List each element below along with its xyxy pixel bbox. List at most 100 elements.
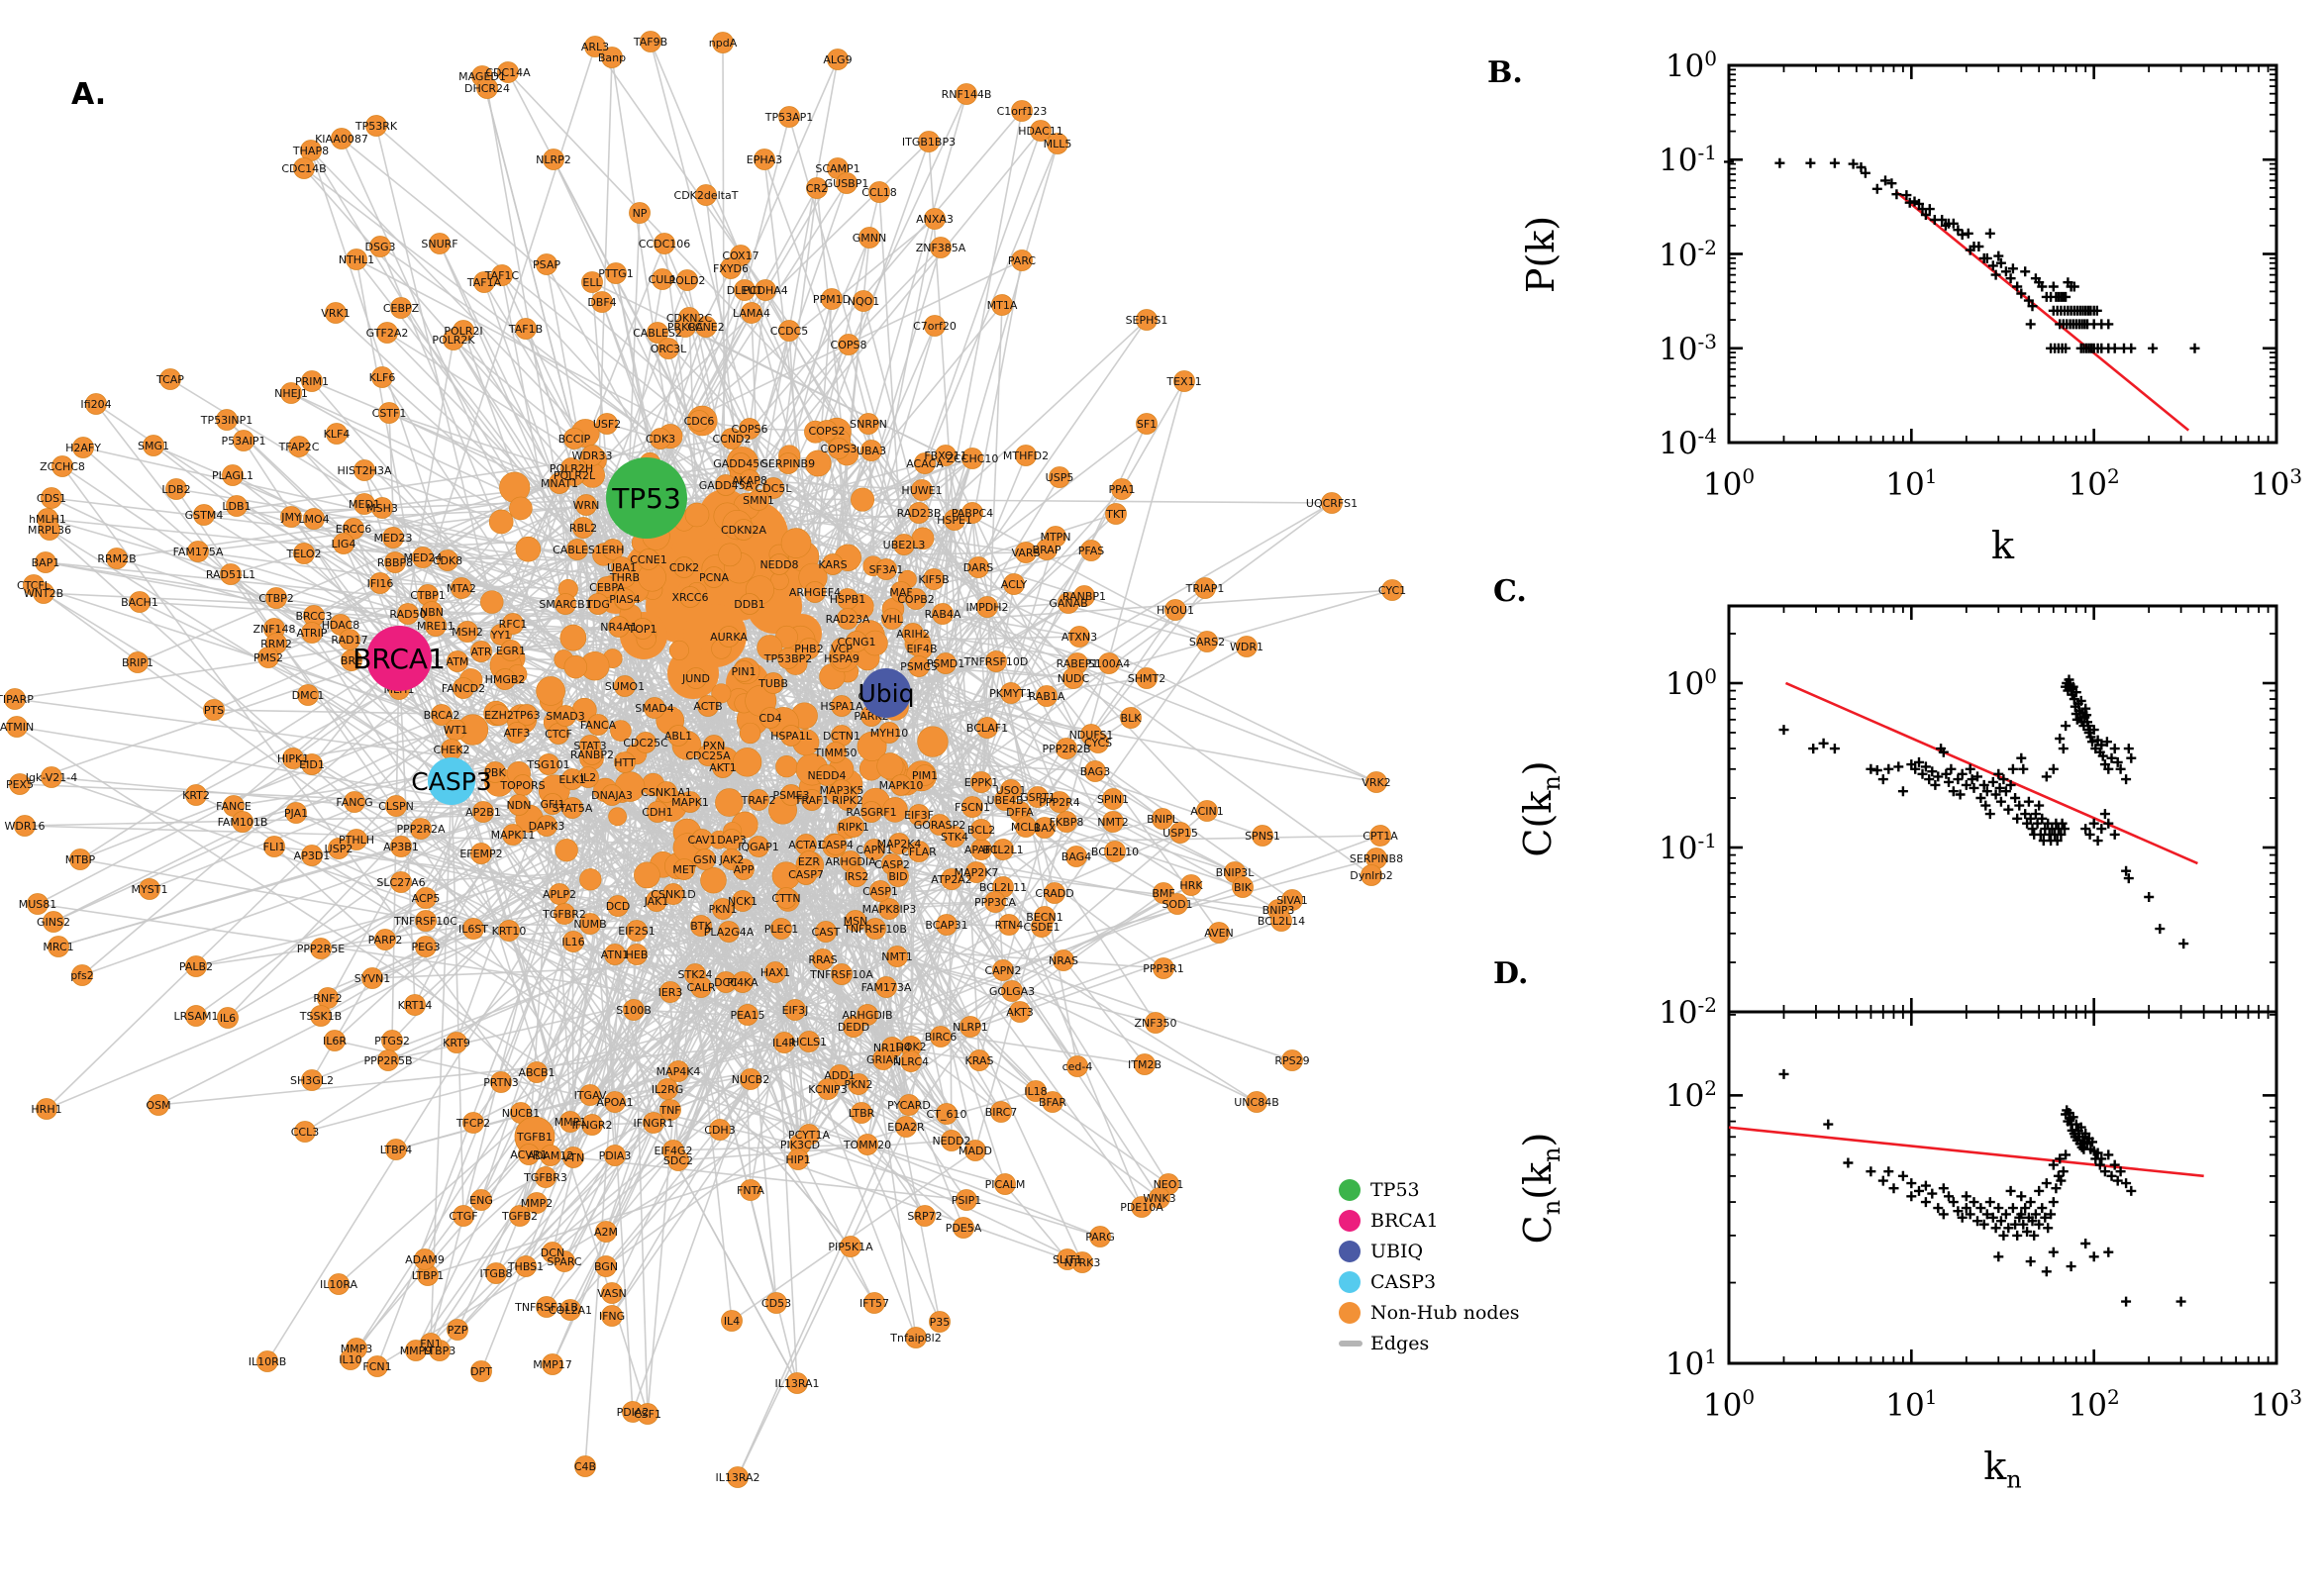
network-edge — [694, 973, 798, 1384]
network-node — [187, 541, 209, 562]
network-node — [924, 208, 946, 230]
network-node — [1056, 811, 1077, 833]
network-node — [930, 237, 952, 258]
network-edge — [737, 1126, 907, 1478]
network-node-filler — [536, 676, 565, 706]
network-node — [470, 1360, 492, 1382]
network-edge — [558, 259, 1023, 484]
network-node — [990, 1101, 1012, 1123]
network-node — [462, 918, 484, 940]
network-node — [584, 36, 606, 57]
network-node — [1321, 492, 1343, 514]
network-node — [1049, 791, 1070, 813]
network-edge — [480, 811, 658, 1201]
network-node — [216, 409, 238, 431]
network-node — [280, 506, 302, 528]
network-node — [806, 177, 828, 199]
network-node — [646, 890, 667, 912]
network-node — [1089, 1226, 1111, 1247]
network-node — [601, 1282, 623, 1304]
network-node — [14, 815, 36, 837]
network-node — [768, 553, 790, 575]
network-node — [563, 428, 585, 449]
network-node — [1102, 811, 1124, 833]
legend-label: TP53 — [1370, 1178, 1420, 1201]
panel-C — [1727, 604, 2278, 1014]
network-node — [863, 1292, 885, 1314]
network-legend: TP53 BRCA1 UBIQ CASP3 Non-Hub nodes Edges — [1339, 1174, 1520, 1358]
network-node — [581, 445, 603, 466]
network-node — [695, 184, 717, 206]
network-node — [36, 1098, 57, 1120]
network-node — [1105, 503, 1127, 525]
network-node — [654, 233, 675, 254]
network-node — [536, 253, 557, 275]
network-node — [559, 1299, 581, 1321]
panel-b-letter: B. — [1487, 55, 1523, 90]
network-node — [1009, 1001, 1031, 1023]
network-edge — [95, 403, 674, 1151]
network-node — [365, 115, 387, 137]
network-node — [566, 539, 588, 560]
network-node — [572, 517, 594, 539]
network-node — [325, 302, 347, 324]
network-edge — [398, 657, 565, 915]
network-edge — [451, 780, 464, 1217]
network-node — [453, 1205, 474, 1227]
network-node — [415, 887, 437, 909]
network-node — [579, 1084, 601, 1106]
network-node — [472, 801, 494, 823]
scatter-points — [1778, 674, 2189, 949]
network-node — [936, 914, 958, 936]
network-node — [390, 297, 412, 319]
network-node — [515, 1255, 537, 1277]
network-node — [840, 1236, 861, 1257]
panel-a-letter: A. — [71, 77, 107, 112]
network-node — [378, 402, 400, 424]
network-node — [697, 695, 719, 717]
panel-B — [1724, 63, 2278, 445]
network-node — [1164, 599, 1186, 621]
network-node — [1015, 542, 1037, 563]
y-axis-label-C: C(kn) — [1516, 760, 1566, 857]
network-node — [1180, 874, 1202, 896]
network-node — [604, 944, 626, 965]
network-node — [998, 914, 1020, 936]
network-node — [415, 910, 437, 932]
network-node — [220, 563, 242, 585]
network-edge — [633, 1009, 785, 1044]
network-node — [1120, 707, 1142, 729]
network-node — [895, 1116, 917, 1138]
x-axis-label-B: k — [1990, 524, 2015, 567]
network-node — [908, 655, 930, 677]
network-node — [626, 920, 648, 942]
network-node — [960, 1016, 981, 1038]
network-node — [595, 1255, 617, 1277]
network-node — [961, 448, 983, 469]
network-node — [967, 556, 989, 578]
network-edge — [398, 657, 744, 983]
network-node — [1131, 1196, 1153, 1218]
network-node-filler — [851, 487, 875, 512]
network-node — [561, 797, 583, 819]
network-node — [1098, 652, 1120, 674]
network-node — [1149, 1187, 1170, 1209]
network-node — [991, 294, 1013, 316]
network-node — [526, 1192, 548, 1214]
network-node — [1166, 893, 1188, 915]
network-node — [905, 1327, 927, 1348]
network-node — [992, 839, 1014, 860]
network-node — [526, 1061, 548, 1083]
network-edge — [974, 380, 1185, 1151]
network-node — [390, 836, 412, 857]
network-node — [1208, 922, 1230, 944]
network-edge — [677, 1070, 1083, 1263]
network-node — [924, 315, 946, 337]
legend-item-casp3: CASP3 — [1339, 1266, 1520, 1297]
network-edge — [451, 243, 665, 782]
network-node — [755, 279, 776, 301]
network-edge — [751, 312, 759, 501]
network-node — [605, 262, 627, 284]
legend-label: CASP3 — [1370, 1270, 1437, 1293]
network-edge — [797, 810, 1208, 1160]
